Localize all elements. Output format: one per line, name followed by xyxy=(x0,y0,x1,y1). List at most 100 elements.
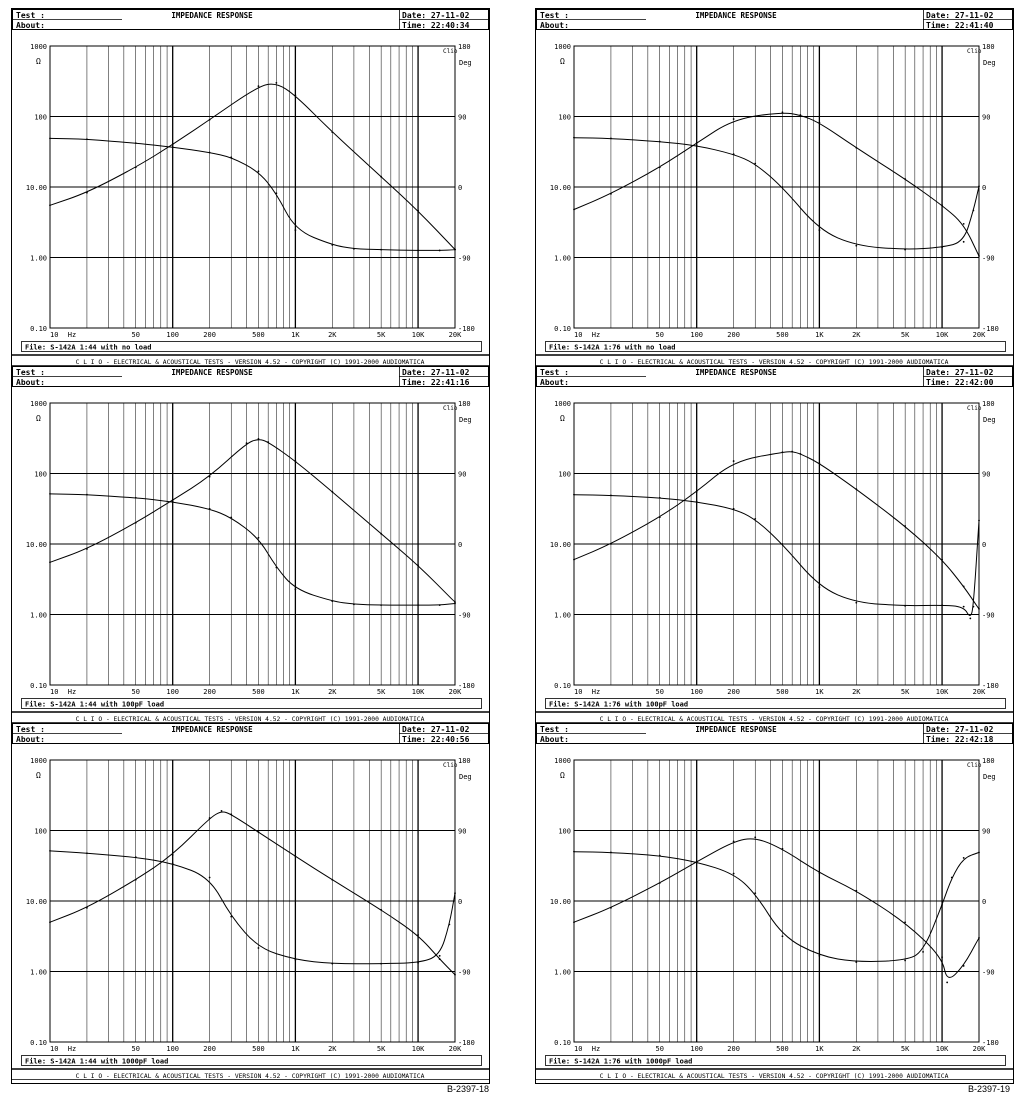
time-text: Time: 22:41:40 xyxy=(926,20,994,30)
file-box xyxy=(545,698,1006,709)
phase-line xyxy=(573,851,980,962)
data-point xyxy=(695,860,698,863)
x-tick-label: 10 xyxy=(574,688,582,696)
data-point xyxy=(86,852,88,855)
data-point xyxy=(417,209,419,212)
y2-tick-label: -90 xyxy=(982,255,995,263)
data-point xyxy=(208,118,211,121)
data-point xyxy=(49,921,51,924)
data-point xyxy=(294,958,297,961)
y2-tick-label: -180 xyxy=(458,682,475,690)
phase-line xyxy=(573,494,980,616)
y2-tick-label: 90 xyxy=(458,114,466,122)
data-point xyxy=(49,492,51,495)
time-text: Time: 22:42:00 xyxy=(926,377,994,387)
impedance-line xyxy=(573,838,980,978)
data-point xyxy=(855,488,858,491)
data-point xyxy=(904,604,907,607)
y-tick-label: 100 xyxy=(558,828,571,836)
y2-tick-label: 180 xyxy=(458,757,471,765)
date-text: Date: 27-11-02 xyxy=(402,368,470,377)
data-point xyxy=(855,244,858,247)
data-point xyxy=(257,437,260,440)
y-tick-label: 1.00 xyxy=(554,612,571,620)
data-point xyxy=(978,608,980,610)
y2-tick-label: -180 xyxy=(982,325,999,333)
data-point xyxy=(171,499,174,501)
data-point xyxy=(732,460,735,462)
data-point xyxy=(972,209,975,212)
y-tick-label: 0.10 xyxy=(554,682,571,690)
y-unit: Ω xyxy=(36,771,41,780)
data-point xyxy=(275,81,278,84)
data-point xyxy=(573,136,575,139)
time-text: Time: 22:41:16 xyxy=(402,377,470,387)
chart-panel: Test : About: IMPEDANCE RESPONSE Date: 27-1… xyxy=(12,723,489,1080)
x-tick-label: 50 xyxy=(656,688,664,696)
y-tick-label: 1.00 xyxy=(30,255,47,263)
y2-tick-label: -90 xyxy=(458,255,471,263)
y-tick-label: 10.00 xyxy=(26,898,47,906)
data-point xyxy=(257,170,260,173)
data-point xyxy=(950,876,953,879)
x-tick-label: 100 xyxy=(690,1045,703,1053)
y2-tick-label: 180 xyxy=(982,43,995,51)
data-point xyxy=(417,961,419,964)
file-label: File: S-142A 1:44 with 100pF load xyxy=(25,701,164,709)
data-point xyxy=(331,490,334,493)
data-point xyxy=(732,507,735,510)
impedance-line xyxy=(49,439,456,603)
y2-tick-label: 90 xyxy=(982,471,990,479)
data-point xyxy=(922,951,924,953)
y-tick-label: 1000 xyxy=(30,43,47,51)
data-point xyxy=(454,601,456,603)
data-point xyxy=(331,878,334,881)
data-point xyxy=(86,548,88,550)
data-point xyxy=(257,831,260,833)
x-tick-label: 5K xyxy=(901,331,910,339)
data-point xyxy=(134,856,137,859)
x-tick-label: 20K xyxy=(973,688,986,696)
data-point xyxy=(799,452,802,455)
x-tick-label: 2K xyxy=(328,688,337,696)
data-point xyxy=(353,603,355,606)
data-point xyxy=(695,500,698,503)
chart-svg: Test :About: IMPEDANCE RESPONSE Date: 27-1… xyxy=(12,366,489,723)
y2-unit: Deg xyxy=(983,773,996,781)
about-label: About: xyxy=(540,735,569,744)
y-tick-label: 100 xyxy=(558,114,571,122)
x-tick-label: 5K xyxy=(901,688,910,696)
data-point xyxy=(695,490,698,493)
data-point xyxy=(380,962,383,965)
y-unit: Ω xyxy=(36,414,41,423)
data-point xyxy=(818,462,821,465)
data-point xyxy=(978,519,980,522)
data-point xyxy=(799,114,802,116)
page-right: Test : About: IMPEDANCE RESPONSE Date: 27-1… xyxy=(535,8,1014,1084)
data-point xyxy=(610,192,612,195)
data-point xyxy=(275,192,278,195)
y2-tick-label: 90 xyxy=(982,114,990,122)
file-label: File: S-142A 1:44 with no load xyxy=(25,344,151,352)
data-point xyxy=(941,558,943,561)
y2-unit: Deg xyxy=(459,416,472,424)
data-point xyxy=(978,851,980,854)
chart-panel: Test : About: IMPEDANCE RESPONSE Date: 27-1… xyxy=(536,366,1013,723)
data-point xyxy=(695,142,698,144)
x-tick-label: 10K xyxy=(412,1045,425,1053)
x-tick-label: 100 xyxy=(690,331,703,339)
data-point xyxy=(294,588,297,591)
data-point xyxy=(658,882,661,884)
date-text: Date: 27-11-02 xyxy=(926,368,994,377)
data-point xyxy=(818,872,821,874)
file-label: File: S-142A 1:44 with 1000pF load xyxy=(25,1058,168,1066)
x-tick-label: 500 xyxy=(776,1045,789,1053)
data-point xyxy=(904,525,907,527)
y2-tick-label: 0 xyxy=(458,898,462,906)
y2-tick-label: 90 xyxy=(458,471,466,479)
about-label: About: xyxy=(540,378,569,387)
copyright-bar: C L I O - ELECTRICAL & ACOUSTICAL TESTS … xyxy=(600,359,949,366)
data-point xyxy=(573,208,575,211)
y2-tick-label: 180 xyxy=(982,400,995,408)
data-point xyxy=(818,121,821,124)
